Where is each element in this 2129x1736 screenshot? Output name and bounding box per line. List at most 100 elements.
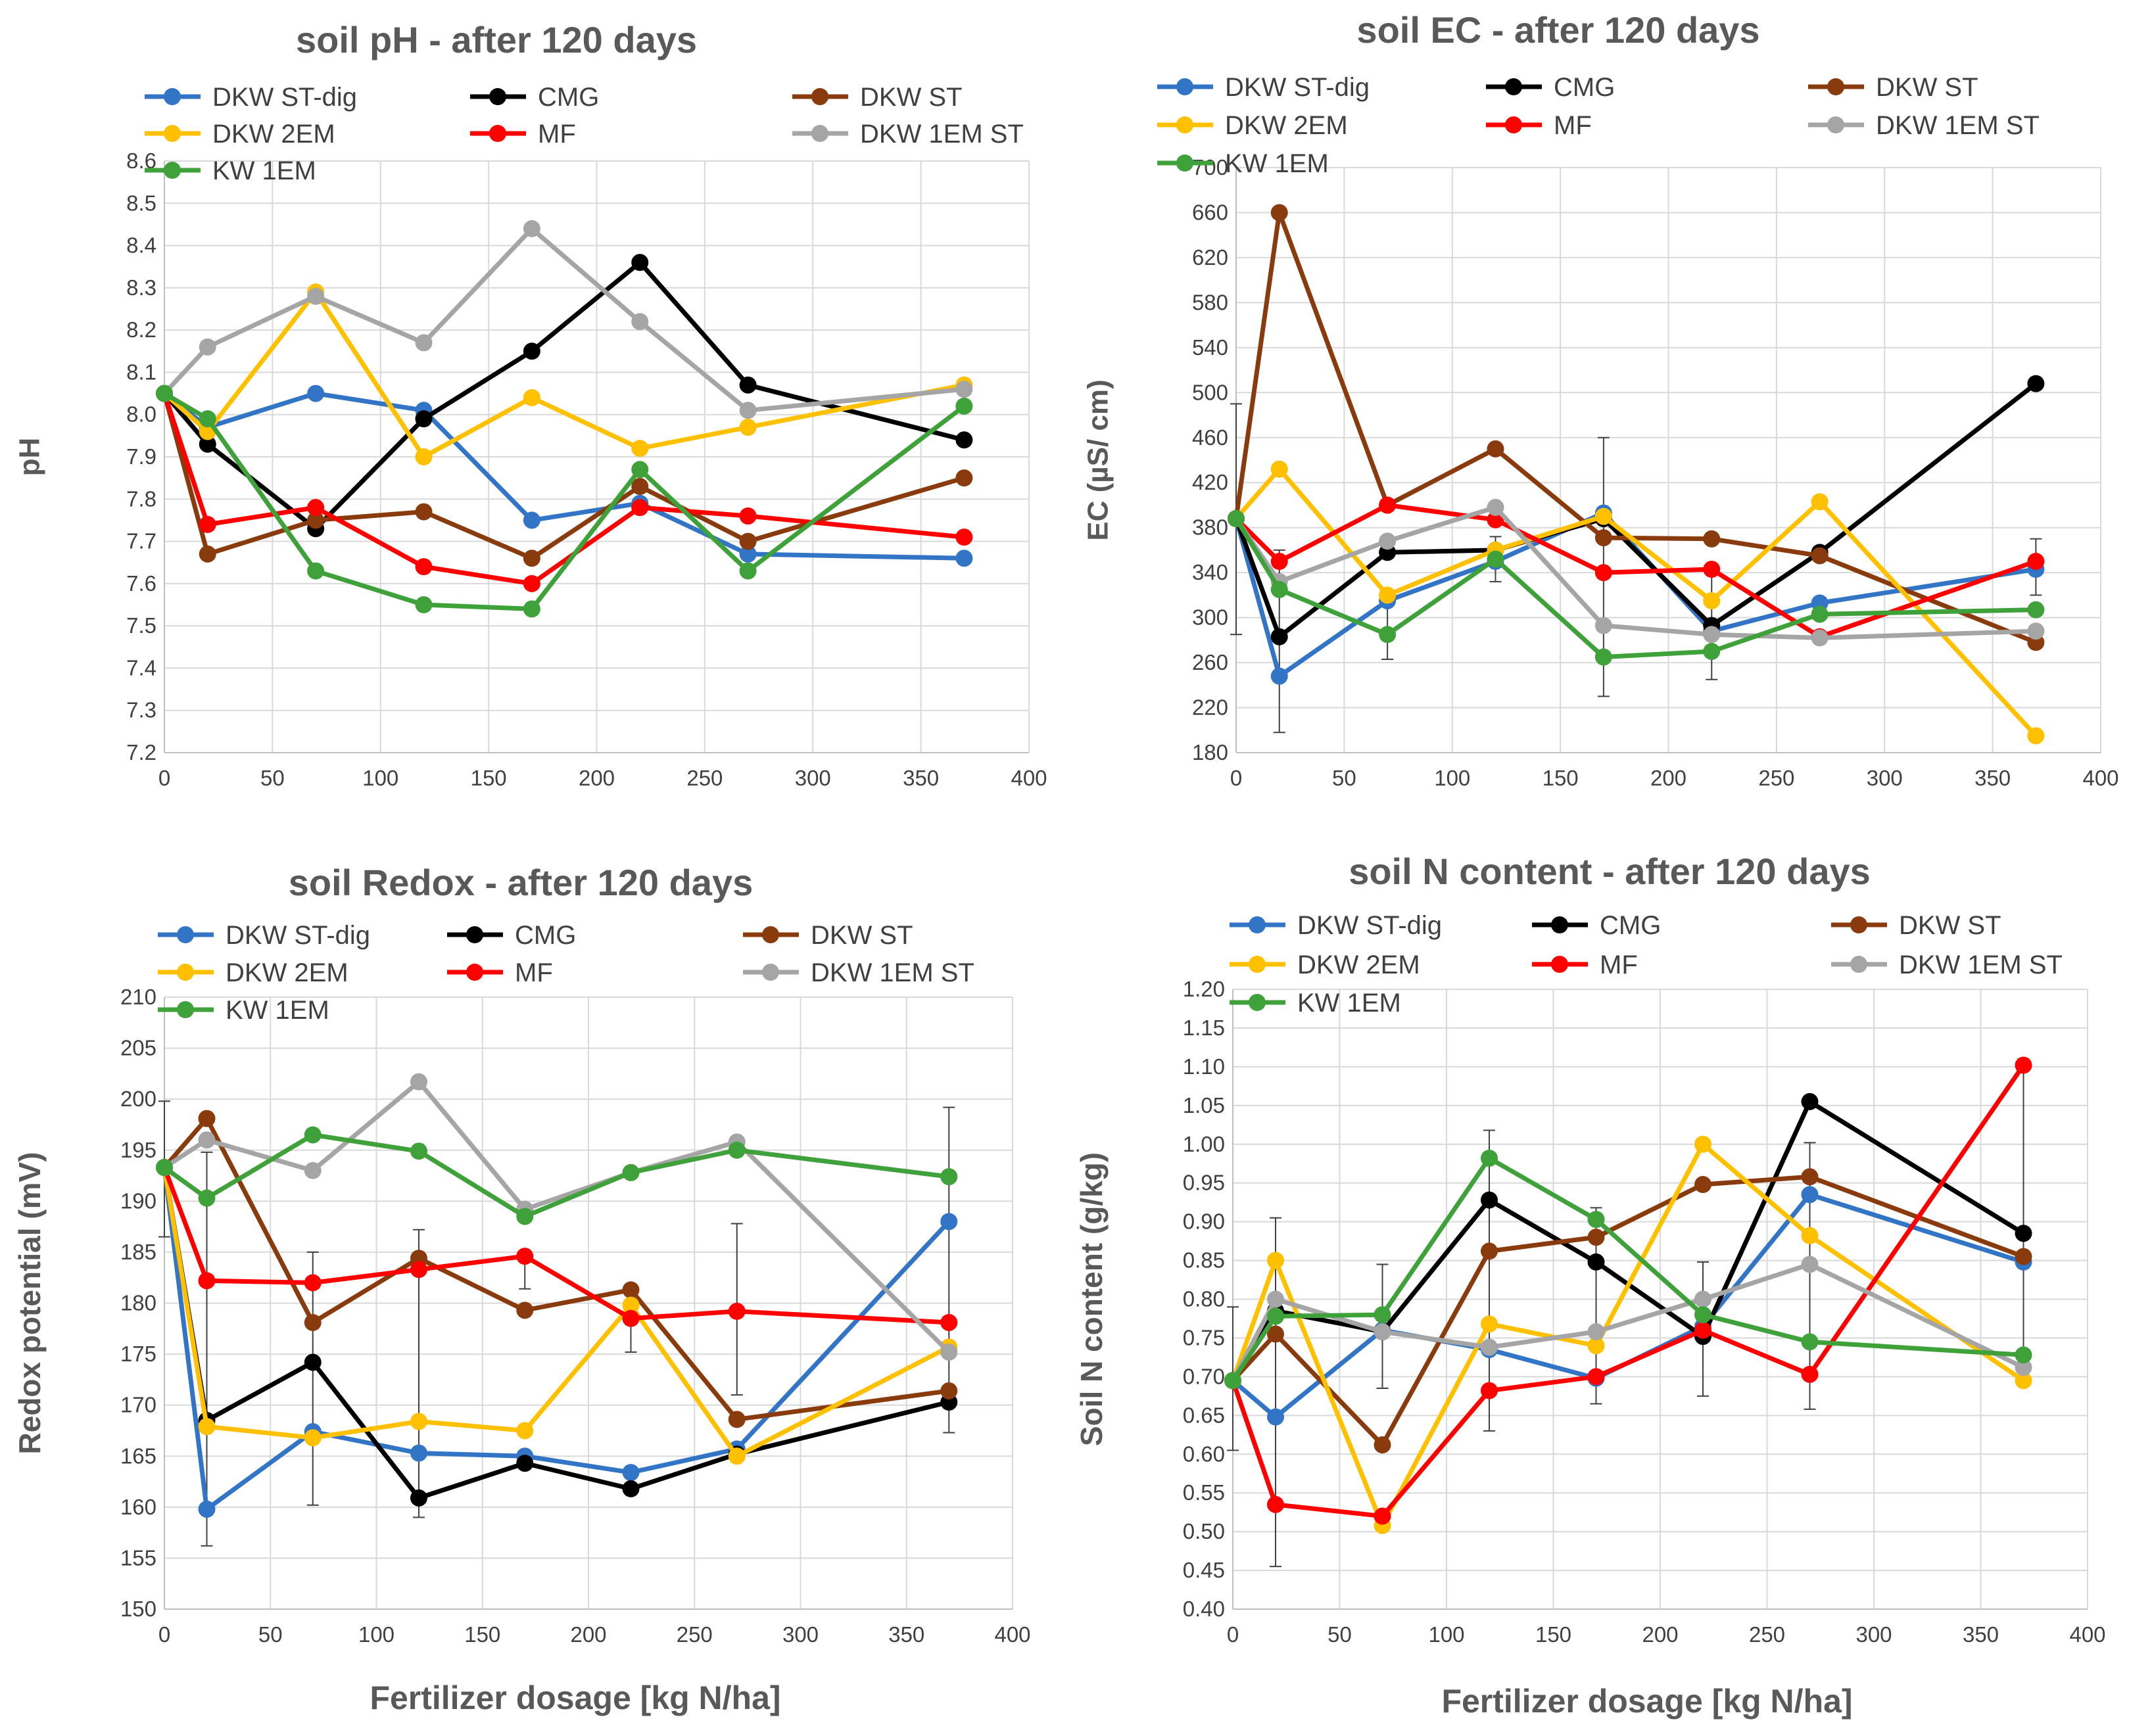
y-axis-label: Redox potential (mV) bbox=[12, 1152, 47, 1454]
legend-marker-kw-1em bbox=[164, 162, 181, 179]
y-tick-label: 1.05 bbox=[1183, 1093, 1225, 1117]
data-point-dkw-st bbox=[1587, 1229, 1605, 1246]
data-point-cmg bbox=[199, 435, 216, 453]
data-point-dkw-1em-st bbox=[631, 313, 649, 331]
data-point-kw-1em bbox=[415, 596, 433, 613]
y-tick-label: 620 bbox=[1192, 245, 1228, 270]
x-tick-label: 0 bbox=[1227, 1622, 1239, 1647]
data-point-dkw-2em bbox=[516, 1422, 534, 1440]
data-point-dkw-st bbox=[728, 1411, 746, 1428]
legend-marker-cmg bbox=[489, 88, 506, 105]
legend-marker-dkw-st-dig bbox=[164, 88, 181, 105]
data-point-dkw-2em bbox=[1587, 1337, 1605, 1355]
y-tick-label: 8.1 bbox=[126, 360, 156, 384]
data-point-mf bbox=[307, 499, 325, 517]
y-tick-label: 460 bbox=[1192, 425, 1228, 450]
data-point-kw-1em bbox=[1228, 510, 1245, 527]
data-point-cmg bbox=[2015, 1225, 2032, 1242]
data-point-mf bbox=[1374, 1507, 1391, 1525]
data-point-dkw-st-dig bbox=[198, 1500, 216, 1518]
data-point-dkw-2em bbox=[1594, 507, 1612, 525]
y-tick-label: 210 bbox=[120, 985, 156, 1009]
x-tick-label: 400 bbox=[1011, 766, 1047, 790]
data-point-dkw-1em-st bbox=[415, 334, 433, 352]
y-tick-label: 7.3 bbox=[126, 698, 156, 722]
x-axis-label: Fertilizer dosage [kg N/ha] bbox=[370, 1679, 780, 1716]
y-axis-label: pH bbox=[14, 438, 46, 477]
data-point-mf bbox=[198, 1272, 216, 1290]
y-tick-label: 180 bbox=[120, 1291, 156, 1315]
data-point-dkw-st-dig bbox=[739, 545, 757, 563]
y-tick-label: 190 bbox=[120, 1188, 156, 1213]
series-line-dkw-st-dig bbox=[1233, 510, 2036, 679]
data-point-dkw-2em bbox=[1379, 586, 1397, 604]
data-point-dkw-st bbox=[1811, 547, 1829, 565]
y-tick-label: 8.3 bbox=[126, 275, 156, 300]
data-point-dkw-st bbox=[739, 532, 757, 550]
x-tick-label: 150 bbox=[471, 766, 507, 790]
legend-marker-dkw-2em bbox=[177, 964, 194, 981]
data-point-dkw-st bbox=[1267, 1325, 1284, 1343]
data-point-dkw-1em-st bbox=[523, 220, 540, 237]
y-tick-label: 150 bbox=[120, 1597, 156, 1621]
legend-marker-dkw-st bbox=[762, 926, 779, 943]
data-point-dkw-st bbox=[622, 1281, 640, 1299]
data-point-kw-1em bbox=[1374, 1306, 1391, 1324]
y-tick-label: 7.2 bbox=[126, 740, 156, 764]
legend-label-dkw-st-dig: DKW ST-dig bbox=[226, 921, 370, 950]
legend-marker-dkw-st-dig bbox=[177, 926, 194, 943]
data-point-dkw-2em bbox=[415, 448, 433, 465]
y-axis-label: Soil N content (g/kg) bbox=[1074, 1152, 1109, 1446]
y-tick-label: 500 bbox=[1192, 380, 1228, 404]
series-line-cmg bbox=[162, 260, 965, 531]
x-tick-label: 350 bbox=[888, 1622, 924, 1647]
data-point-kw-1em bbox=[1379, 626, 1397, 644]
series-line-dkw-st-dig bbox=[162, 1167, 951, 1512]
y-tick-label: 7.4 bbox=[126, 655, 156, 680]
legend-marker-mf bbox=[1505, 116, 1522, 133]
y-tick-label: 420 bbox=[1192, 470, 1228, 494]
series-line-kw-1em bbox=[1231, 1156, 2024, 1382]
data-point-dkw-st bbox=[304, 1313, 322, 1331]
chart-title: soil EC - after 120 days bbox=[1356, 9, 1759, 51]
data-point-cmg bbox=[622, 1480, 640, 1497]
data-point-mf bbox=[1587, 1368, 1605, 1386]
data-point-dkw-2em bbox=[622, 1296, 640, 1314]
y-tick-label: 540 bbox=[1192, 335, 1228, 360]
y-axis-label: EC (µS/ cm) bbox=[1082, 379, 1114, 540]
data-point-dkw-st-dig bbox=[1801, 1186, 1819, 1204]
chart-4: 0.40 0.45 0.50 0.55 0.60 0.65 0.70 0.75 0.80 0.85… bbox=[1074, 851, 2106, 1720]
x-tick-label: 150 bbox=[1543, 766, 1579, 790]
data-point-kw-1em bbox=[1811, 605, 1829, 623]
y-tick-label: 175 bbox=[120, 1342, 156, 1366]
data-point-kw-1em bbox=[1481, 1149, 1498, 1167]
data-point-mf bbox=[516, 1248, 534, 1265]
data-point-cmg bbox=[1587, 1253, 1605, 1271]
legend-marker-dkw-st bbox=[1850, 916, 1867, 933]
y-tick-label: 220 bbox=[1192, 695, 1228, 720]
y-tick-label: 0.70 bbox=[1183, 1364, 1225, 1388]
data-point-mf bbox=[1594, 564, 1612, 582]
legend-label-dkw-2em: DKW 2EM bbox=[226, 958, 348, 987]
data-point-dkw-st bbox=[1487, 440, 1504, 457]
legend-label-dkw-st: DKW ST bbox=[811, 921, 913, 950]
y-tick-label: 0.90 bbox=[1183, 1209, 1225, 1234]
y-tick-label: 170 bbox=[120, 1393, 156, 1417]
data-point-dkw-1em-st bbox=[940, 1343, 958, 1361]
data-point-kw-1em bbox=[1694, 1306, 1711, 1324]
data-point-mf bbox=[1801, 1365, 1819, 1383]
data-point-cmg bbox=[2027, 375, 2045, 392]
x-tick-label: 50 bbox=[258, 1622, 283, 1647]
x-tick-label: 400 bbox=[2082, 766, 2118, 790]
data-point-dkw-st-dig bbox=[523, 511, 540, 529]
data-point-cmg bbox=[410, 1489, 427, 1507]
chart-title: soil Redox - after 120 days bbox=[289, 862, 754, 903]
data-point-dkw-1em-st bbox=[2015, 1359, 2032, 1376]
series-line-mf bbox=[162, 392, 965, 586]
x-tick-label: 250 bbox=[686, 766, 723, 790]
x-tick-label: 250 bbox=[677, 1622, 713, 1647]
y-tick-label: 160 bbox=[120, 1495, 156, 1519]
data-point-mf bbox=[1267, 1495, 1284, 1513]
chart-3: 150 155 160 165 170 175 180 185 190 195 200 205 210 0… bbox=[12, 862, 1031, 1716]
series-line-dkw-st bbox=[162, 392, 965, 561]
